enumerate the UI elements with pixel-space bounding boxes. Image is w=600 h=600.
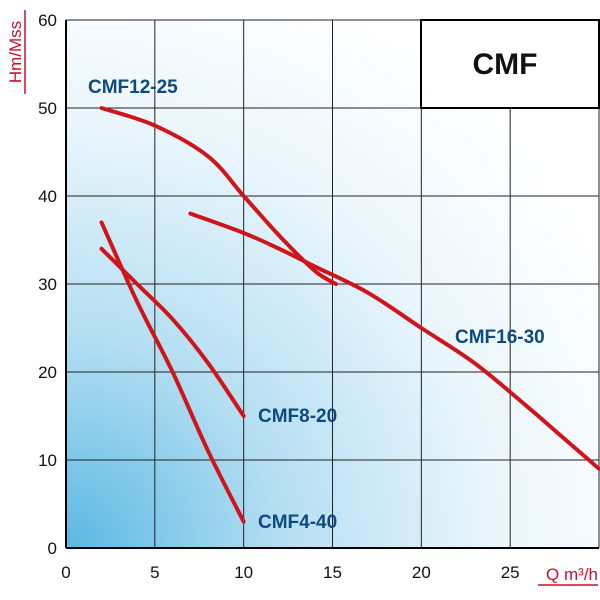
series-label-cmf4-40: CMF4-40 [258,512,337,533]
x-tick-label: 0 [61,563,70,582]
x-tick-label: 20 [412,563,431,582]
series-line-cmf16-30 [188,211,600,471]
y-tick-label: 40 [38,187,57,206]
y-tick-label: 30 [38,275,57,294]
series-labels: CMF12-25 CMF16-30 CMF8-20 CMF4-40 [88,77,545,533]
title-box [420,19,600,109]
series-line-cmf4-40 [99,220,246,524]
y-tick-label: 60 [38,11,57,30]
x-axis-label: Q m³/h [546,565,598,584]
x-tick-label: 5 [150,563,159,582]
axes [65,20,599,549]
x-tick-label: 10 [234,563,253,582]
series-label-cmf16-30: CMF16-30 [455,327,545,348]
y-axis-title: Hm/Mss [6,10,26,94]
series-label-cmf12-25: CMF12-25 [88,77,178,98]
y-tick-label: 20 [38,363,57,382]
y-tick-label: 0 [48,539,57,558]
y-tick-label: 50 [38,99,57,118]
series-line-cmf12-25 [99,106,339,286]
series-label-cmf8-20: CMF8-20 [258,406,337,427]
chart-title: CMF [473,48,538,81]
x-axis-title: Q m³/h [538,565,598,586]
series-layer [99,106,600,524]
tick-labels: 0 10 20 30 40 50 60 0 5 10 15 20 25 [38,11,520,582]
y-tick-label: 10 [38,451,57,470]
x-tick-label: 15 [323,563,342,582]
x-tick-label: 25 [501,563,520,582]
y-axis-label: Hm/Mss [6,21,25,83]
